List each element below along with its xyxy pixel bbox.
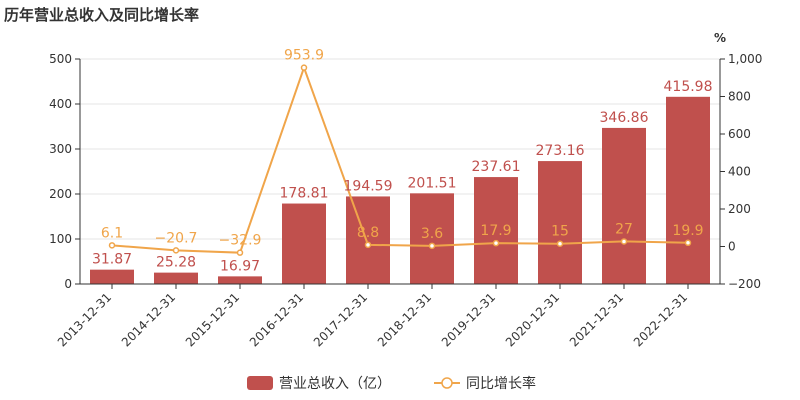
bar[interactable] xyxy=(218,276,262,284)
legend: 营业总收入（亿） 同比增长率 xyxy=(247,375,536,392)
bar-data-label: 31.87 xyxy=(92,252,132,268)
growth-rate-point[interactable] xyxy=(492,239,500,247)
bar[interactable] xyxy=(282,203,326,284)
growth-rate-point[interactable] xyxy=(364,241,372,249)
x-tick-label: 2018-12-31 xyxy=(375,290,434,349)
bars-layer xyxy=(90,96,710,285)
bar-data-label: 415.98 xyxy=(664,79,713,95)
y-right-tick-label: 0 xyxy=(728,240,736,254)
growth-rate-data-label: −32.9 xyxy=(219,233,262,249)
labels-layer: 31.87 25.28 16.97 178.81 194.59 201.51 237.61 2… xyxy=(92,48,713,275)
axis-layer: 0 100 200 300 400 500 −200 0 200 400 600 800 1,000% 2… xyxy=(49,31,762,349)
bar[interactable] xyxy=(538,161,582,284)
line-layer xyxy=(108,64,692,256)
growth-rate-data-label: 6.1 xyxy=(101,225,123,241)
legend-line-marker xyxy=(441,377,453,389)
growth-rate-data-label: 3.6 xyxy=(421,226,443,242)
growth-rate-point[interactable] xyxy=(556,240,564,247)
growth-rate-point[interactable] xyxy=(172,247,180,254)
y-right-tick-label: 800 xyxy=(728,90,751,104)
x-tick-label: 2019-12-31 xyxy=(439,290,498,349)
y-right-tick-label: 200 xyxy=(728,202,751,216)
y-right-unit: % xyxy=(714,31,726,45)
y-right-tick-label: 600 xyxy=(728,127,751,141)
x-tick-label: 2016-12-31 xyxy=(247,290,306,349)
bar-data-label: 237.61 xyxy=(472,159,521,175)
x-tick-label: 2021-12-31 xyxy=(567,290,626,349)
bar-data-label: 25.28 xyxy=(156,255,196,271)
y-left-tick-label: 300 xyxy=(49,142,72,156)
y-left-tick-label: 0 xyxy=(64,277,72,291)
bar[interactable] xyxy=(154,272,198,284)
growth-rate-data-label: 8.8 xyxy=(357,225,379,241)
legend-line-label[interactable]: 同比增长率 xyxy=(466,375,536,392)
growth-rate-line xyxy=(111,64,689,254)
y-right-tick-label: 1,000 xyxy=(728,52,762,66)
bar[interactable] xyxy=(90,269,134,284)
bar[interactable] xyxy=(346,196,390,284)
legend-bar-label[interactable]: 营业总收入（亿） xyxy=(279,376,391,392)
bar-data-label: 273.16 xyxy=(536,143,585,159)
bar[interactable] xyxy=(474,177,518,284)
x-tick-label: 2013-12-31 xyxy=(55,290,114,349)
chart-title: 历年营业总收入及同比增长率 xyxy=(4,6,199,24)
bar-data-label: 346.86 xyxy=(600,110,649,126)
growth-rate-point[interactable] xyxy=(620,238,628,245)
bar-data-label: 178.81 xyxy=(280,186,329,202)
growth-rate-point[interactable] xyxy=(428,242,436,250)
y-right-tick-label: −200 xyxy=(728,277,761,291)
growth-rate-point[interactable] xyxy=(300,64,308,71)
x-tick-label: 2017-12-31 xyxy=(311,290,370,349)
bar-data-label: 16.97 xyxy=(220,258,260,274)
y-left-tick-label: 200 xyxy=(49,187,72,201)
x-tick-label: 2022-12-31 xyxy=(631,290,690,349)
growth-rate-point[interactable] xyxy=(108,242,116,249)
bar-data-label: 201.51 xyxy=(408,175,457,191)
growth-rate-data-label: 17.9 xyxy=(480,223,511,239)
growth-rate-point[interactable] xyxy=(684,239,692,247)
growth-rate-data-label: −20.7 xyxy=(155,230,198,246)
bar-data-label: 194.59 xyxy=(344,178,393,194)
growth-rate-data-label: 15 xyxy=(551,224,569,240)
y-right-tick-label: 400 xyxy=(728,165,751,179)
bar[interactable] xyxy=(602,127,646,285)
x-tick-label: 2015-12-31 xyxy=(183,290,242,349)
y-left-tick-label: 400 xyxy=(49,97,72,111)
growth-rate-point[interactable] xyxy=(236,249,244,256)
legend-bar-swatch[interactable] xyxy=(247,376,273,390)
y-left-tick-label: 500 xyxy=(49,52,72,66)
growth-rate-data-label: 27 xyxy=(615,221,633,237)
bar[interactable] xyxy=(410,193,454,284)
growth-rate-data-label: 19.9 xyxy=(672,223,703,239)
bar[interactable] xyxy=(666,96,710,285)
x-tick-label: 2014-12-31 xyxy=(119,290,178,349)
growth-rate-data-label: 953.9 xyxy=(284,48,324,64)
x-tick-label: 2020-12-31 xyxy=(503,290,562,349)
y-left-tick-label: 100 xyxy=(49,232,72,246)
